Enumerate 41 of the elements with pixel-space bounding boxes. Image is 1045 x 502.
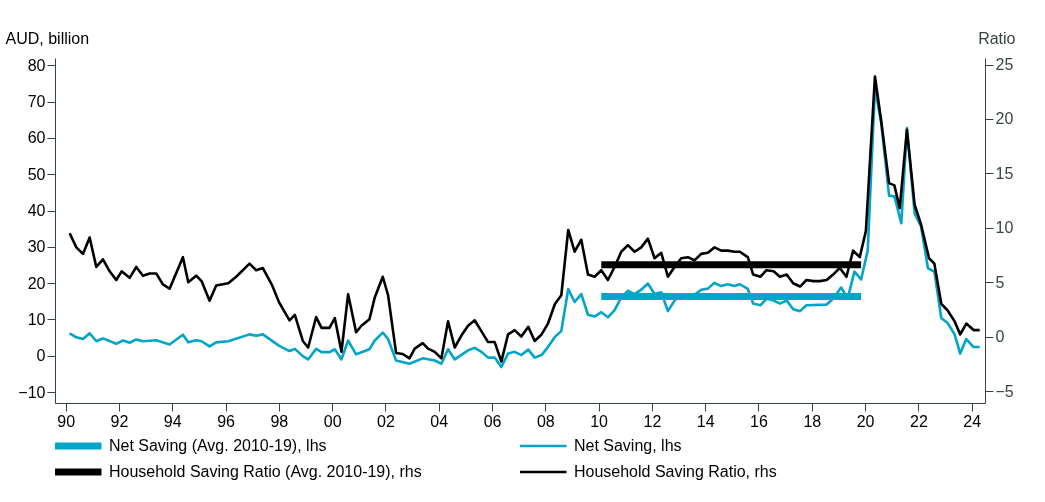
x-tick-label: 98 [270, 412, 289, 430]
x-tick-label: 10 [590, 412, 609, 430]
x-tick-label: 24 [963, 412, 982, 430]
legend-label: Net Saving, lhs [573, 437, 682, 454]
x-tick-label: 02 [377, 412, 395, 430]
x-tick-label: 06 [483, 412, 502, 430]
y2-tick-label: 15 [995, 164, 1014, 182]
x-tick-label: 00 [323, 412, 342, 430]
y2-axis-title: Ratio [978, 29, 1016, 47]
y-tick-label: 60 [27, 129, 46, 147]
y-axis-title: AUD, billion [5, 29, 90, 47]
x-tick-label: 04 [430, 412, 449, 430]
y2-tick-label: −5 [995, 382, 1014, 400]
x-tick-label: 94 [163, 412, 182, 430]
y-tick-label: 50 [27, 165, 46, 183]
y-tick-label: 0 [36, 347, 46, 365]
x-tick-label: 90 [57, 412, 76, 430]
x-tick-label: 22 [909, 412, 928, 430]
y-tick-label: 10 [27, 310, 46, 328]
y-tick-label: 70 [27, 93, 46, 111]
y2-tick-label: 25 [995, 56, 1014, 74]
x-tick-label: 14 [696, 412, 715, 430]
y-tick-label: 20 [27, 274, 46, 292]
legend-label: Household Saving Ratio (Avg. 2010-19), rhs [108, 463, 422, 480]
legend-label: Net Saving (Avg. 2010-19), lhs [108, 437, 327, 454]
legend-label: Household Saving Ratio, rhs [573, 463, 777, 480]
y2-tick-label: 0 [995, 328, 1005, 346]
x-tick-label: 20 [856, 412, 875, 430]
y-tick-label: 40 [27, 202, 46, 220]
y2-tick-label: 5 [995, 273, 1005, 291]
x-tick-label: 12 [643, 412, 662, 430]
y2-tick-label: 20 [995, 110, 1014, 128]
x-tick-label: 18 [803, 412, 822, 430]
x-tick-label: 16 [750, 412, 768, 430]
y2-tick-label: 10 [995, 219, 1014, 237]
x-tick-label: 92 [110, 412, 129, 430]
x-tick-label: 96 [217, 412, 236, 430]
y-tick-label: 30 [27, 238, 46, 256]
y-tick-label: −10 [18, 383, 46, 401]
y-tick-label: 80 [27, 56, 46, 74]
x-tick-label: 08 [536, 412, 555, 430]
